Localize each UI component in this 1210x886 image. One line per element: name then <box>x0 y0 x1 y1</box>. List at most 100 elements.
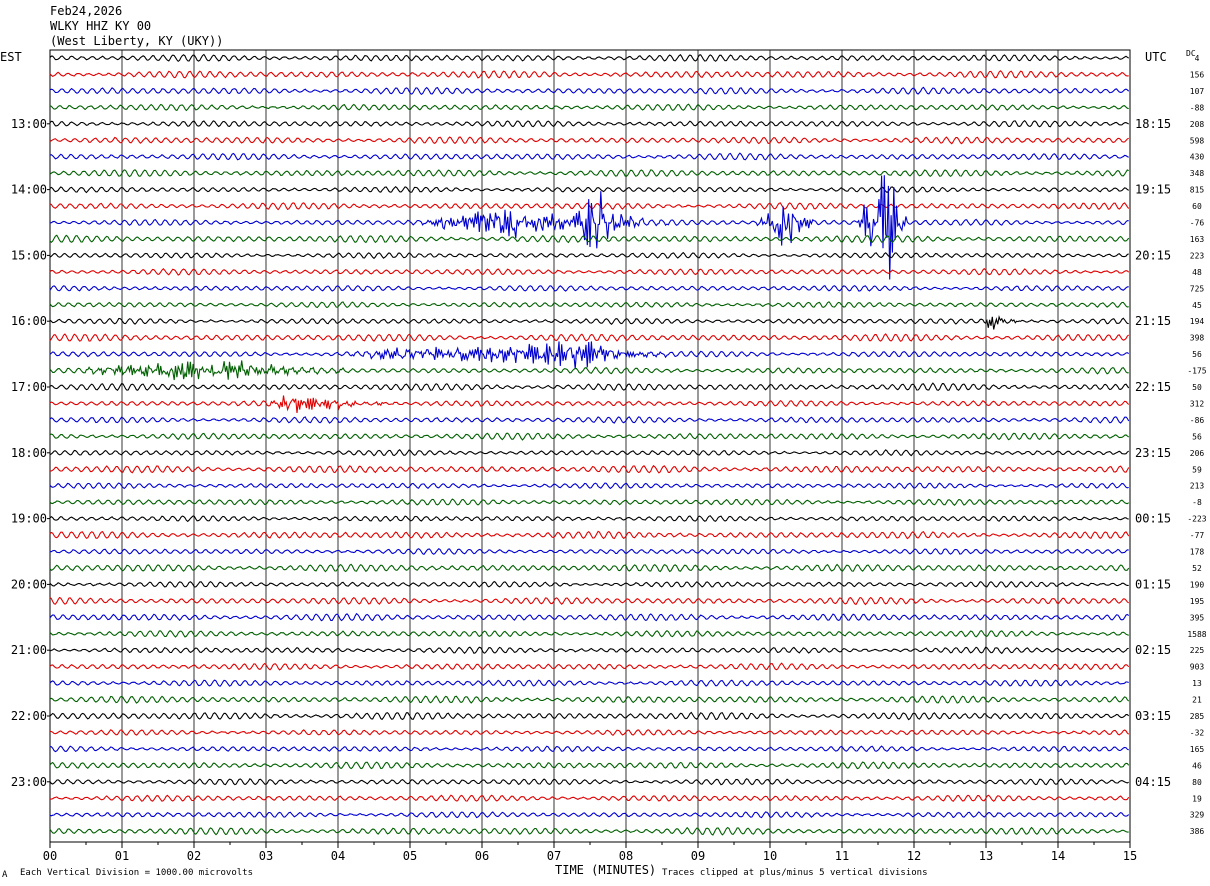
right-hour-label-03:15: 03:15 <box>1135 709 1171 723</box>
right-hour-label-04:15: 04:15 <box>1135 775 1171 789</box>
trace-row-15 <box>49 285 1129 292</box>
dc-offset-38: 903 <box>1190 663 1205 672</box>
trace-row-32 <box>49 563 1130 573</box>
header-date: Feb24,2026 <box>50 4 123 18</box>
right-hour-label-20:15: 20:15 <box>1135 248 1171 262</box>
trace-row-13 <box>49 251 1129 260</box>
dc-offset-26: 59 <box>1192 465 1202 474</box>
trace-row-22 <box>49 395 1130 414</box>
dc-offset-25: 206 <box>1190 449 1205 458</box>
right-hour-label-18:15: 18:15 <box>1135 117 1171 131</box>
dc-offset-16: 45 <box>1192 301 1202 310</box>
trace-row-5 <box>49 119 1129 128</box>
trace-row-38 <box>49 662 1130 671</box>
trace-row-41 <box>49 711 1130 721</box>
left-hour-label-14:00: 14:00 <box>11 183 47 197</box>
trace-row-4 <box>49 103 1129 112</box>
dc-offset-27: 213 <box>1190 482 1205 491</box>
x-tick-label-02: 02 <box>187 849 201 863</box>
trace-row-20 <box>49 360 1129 381</box>
x-axis-title: TIME (MINUTES) <box>555 863 657 877</box>
right-hour-label-22:15: 22:15 <box>1135 380 1171 394</box>
trace-row-21 <box>49 382 1130 391</box>
right-hour-label-21:15: 21:15 <box>1135 314 1171 328</box>
trace-row-46 <box>49 794 1130 803</box>
x-tick-label-08: 08 <box>619 849 633 863</box>
left-hour-label-17:00: 17:00 <box>11 380 47 394</box>
trace-row-26 <box>49 464 1130 474</box>
trace-row-34 <box>49 596 1130 606</box>
x-tick-label-04: 04 <box>331 849 345 863</box>
trace-row-1 <box>49 53 1129 63</box>
trace-row-23 <box>49 416 1130 424</box>
trace-row-33 <box>49 580 1129 588</box>
dc-offset-34: 195 <box>1190 597 1205 606</box>
trace-row-12 <box>49 234 1130 244</box>
trace-row-25 <box>49 449 1130 457</box>
x-tick-label-11: 11 <box>835 849 849 863</box>
x-tick-label-03: 03 <box>259 849 273 863</box>
x-tick-label-14: 14 <box>1051 849 1065 863</box>
left-hour-label-13:00: 13:00 <box>11 117 47 131</box>
trace-row-31 <box>50 547 1129 555</box>
x-tick-label-15: 15 <box>1123 849 1137 863</box>
x-tick-label-07: 07 <box>547 849 561 863</box>
dc-offset-15: 725 <box>1190 284 1205 293</box>
x-tick-label-09: 09 <box>691 849 705 863</box>
trace-row-16 <box>49 301 1129 309</box>
trace-row-14 <box>49 267 1130 276</box>
trace-row-7 <box>49 152 1129 161</box>
dc-offset-4: -88 <box>1190 103 1205 112</box>
x-tick-label-05: 05 <box>403 849 417 863</box>
trace-row-35 <box>49 612 1130 622</box>
right-hour-label-02:15: 02:15 <box>1135 643 1171 657</box>
dc-offset-40: 21 <box>1192 696 1202 705</box>
trace-row-18 <box>49 333 1130 342</box>
dc-offset-12: 163 <box>1190 235 1205 244</box>
dc-offset-7: 430 <box>1190 153 1205 162</box>
dc-offset-36: 1588 <box>1187 630 1206 639</box>
x-tick-label-00: 00 <box>43 849 57 863</box>
dc-offset-2: 156 <box>1190 70 1205 79</box>
dc-offset-46: 19 <box>1192 794 1202 803</box>
left-hour-label-16:00: 16:00 <box>11 314 47 328</box>
dc-offset-11: -76 <box>1190 219 1205 228</box>
dc-offset-43: 165 <box>1190 745 1205 754</box>
trace-row-45 <box>49 778 1129 786</box>
dc-offset-18: 398 <box>1190 334 1205 343</box>
dc-offset-8: 348 <box>1190 169 1205 178</box>
left-hour-label-18:00: 18:00 <box>11 446 47 460</box>
trace-row-36 <box>49 629 1129 638</box>
dc-offset-5: 208 <box>1190 120 1205 129</box>
dc-offset-14: 48 <box>1192 268 1202 277</box>
dc-offset-21: 50 <box>1192 383 1202 392</box>
x-tick-label-06: 06 <box>475 849 489 863</box>
x-tick-label-10: 10 <box>763 849 777 863</box>
trace-row-44 <box>49 761 1130 770</box>
trace-row-2 <box>49 70 1129 79</box>
trace-row-42 <box>49 729 1130 737</box>
dc-offset-28: -8 <box>1192 498 1202 507</box>
dc-offset-42: -32 <box>1190 728 1205 737</box>
dc-offset-35: 395 <box>1190 613 1205 622</box>
dc-offset-17: 194 <box>1190 317 1205 326</box>
left-hour-label-23:00: 23:00 <box>11 775 47 789</box>
trace-row-37 <box>49 646 1129 655</box>
right-hour-label-00:15: 00:15 <box>1135 512 1171 526</box>
dc-offset-29: -223 <box>1187 515 1206 524</box>
trace-row-8 <box>49 169 1129 178</box>
trace-row-47 <box>49 811 1130 819</box>
dc-offset-3: 107 <box>1190 87 1205 96</box>
left-hour-label-19:00: 19:00 <box>11 512 47 526</box>
x-tick-label-01: 01 <box>115 849 129 863</box>
left-hour-label-22:00: 22:00 <box>11 709 47 723</box>
dc-offset-47: 329 <box>1190 811 1205 820</box>
dc-offset-32: 52 <box>1192 564 1202 573</box>
x-tick-label-12: 12 <box>907 849 921 863</box>
dc-offset-41: 285 <box>1190 712 1205 721</box>
trace-row-6 <box>49 136 1129 145</box>
header-location: (West Liberty, KY (UKY)) <box>50 34 224 48</box>
corner-mark: A <box>2 870 8 880</box>
left-hour-label-20:00: 20:00 <box>11 577 47 591</box>
